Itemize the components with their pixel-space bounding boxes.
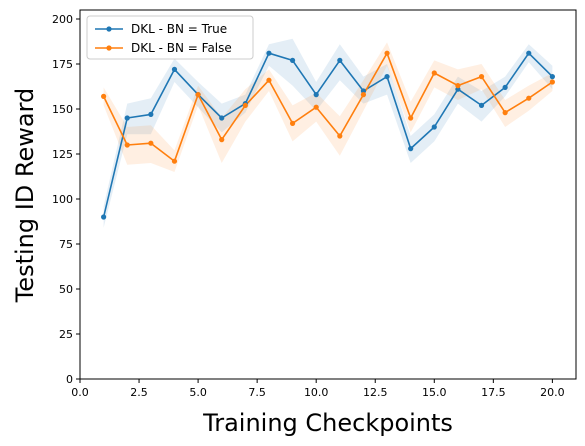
data-point <box>148 140 154 146</box>
data-point <box>526 95 532 101</box>
data-point <box>360 88 367 94</box>
series-line-0 <box>102 52 553 218</box>
y-tick-label: 125 <box>52 148 73 161</box>
legend-box <box>86 15 254 60</box>
y-axis-title: Testing ID Reward <box>11 88 39 304</box>
legend-label: DKL - BN = True <box>131 22 227 36</box>
series-line-1 <box>102 52 553 162</box>
data-point <box>337 133 343 139</box>
data-point <box>289 57 296 64</box>
x-tick-label: 5.0 <box>189 386 207 399</box>
legend-label: DKL - BN = False <box>131 41 232 55</box>
y-tick-label: 50 <box>59 283 73 296</box>
data-point <box>148 111 154 117</box>
data-point <box>384 74 390 80</box>
x-tick-label: 0.0 <box>71 386 89 399</box>
y-tick-label: 175 <box>52 58 73 71</box>
plot-area-frame <box>79 9 577 380</box>
data-point <box>289 120 296 126</box>
data-point <box>195 92 201 98</box>
y-tick-label: 200 <box>52 13 73 26</box>
x-tick-label: 20.0 <box>540 386 565 399</box>
data-point <box>455 86 461 92</box>
data-point <box>124 142 130 148</box>
legend-swatch-marker <box>106 26 112 32</box>
data-point <box>313 104 319 110</box>
data-point <box>408 115 414 121</box>
legend-swatch-marker <box>106 45 112 51</box>
x-tick-label: 10.0 <box>304 386 329 399</box>
x-tick-label: 7.5 <box>248 386 266 399</box>
data-point <box>124 115 130 121</box>
data-point <box>502 110 508 116</box>
x-axis-title: Training Checkpoints <box>202 409 453 437</box>
data-point <box>478 102 485 108</box>
data-point <box>242 102 248 108</box>
data-point <box>549 79 555 85</box>
data-point <box>101 93 107 99</box>
data-point <box>171 158 178 164</box>
data-point <box>266 50 272 56</box>
data-point <box>408 146 414 152</box>
y-tick-label: 25 <box>59 328 73 341</box>
x-axis: 0.0 2.5 5.0 7.5 10.0 12.5 15.0 17.5 20.0 <box>71 379 565 399</box>
data-point <box>360 92 367 98</box>
data-point <box>431 124 437 130</box>
data-point <box>431 70 437 76</box>
y-tick-label: 75 <box>59 238 73 251</box>
y-axis: 0 25 50 75 100 125 150 175 200 <box>52 13 80 386</box>
series-markers <box>101 50 555 220</box>
data-point <box>171 66 178 72</box>
data-point <box>337 57 343 64</box>
y-tick-label: 100 <box>52 193 73 206</box>
legend: DKL - BN = True DKL - BN = False <box>86 15 254 60</box>
data-point <box>455 83 461 89</box>
y-tick-label: 150 <box>52 103 73 116</box>
y-tick-label: 0 <box>66 373 73 386</box>
data-point <box>313 92 319 98</box>
series-band-1 <box>103 42 553 173</box>
x-tick-label: 12.5 <box>363 386 388 399</box>
data-point <box>549 74 555 80</box>
data-point <box>526 50 532 56</box>
data-point <box>266 77 272 83</box>
x-tick-label: 2.5 <box>130 386 148 399</box>
x-tick-label: 17.5 <box>481 386 506 399</box>
data-point <box>219 137 225 143</box>
confidence-bands <box>103 38 553 228</box>
data-point <box>101 214 107 220</box>
data-point <box>502 84 508 90</box>
x-tick-label: 15.0 <box>422 386 447 399</box>
data-point <box>219 115 225 121</box>
data-point <box>384 50 390 56</box>
series-lines <box>102 52 553 218</box>
data-point <box>478 74 485 80</box>
